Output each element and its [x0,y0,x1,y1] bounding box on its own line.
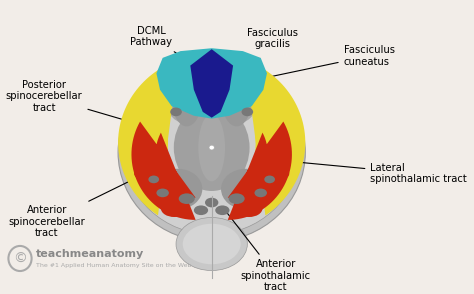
Ellipse shape [242,108,253,116]
Ellipse shape [153,169,202,209]
Text: Lateral
spinothalamic tract: Lateral spinothalamic tract [279,160,467,184]
Polygon shape [190,49,233,118]
Ellipse shape [125,70,299,234]
Ellipse shape [118,63,305,242]
Ellipse shape [194,206,208,215]
Ellipse shape [161,200,188,217]
Ellipse shape [134,168,150,179]
Ellipse shape [222,78,251,126]
Text: DCML
Pathway: DCML Pathway [130,26,205,72]
Text: Fasciculus
cuneatus: Fasciculus cuneatus [257,45,395,79]
Ellipse shape [174,104,250,191]
Ellipse shape [264,176,275,183]
Ellipse shape [255,188,267,197]
Ellipse shape [173,78,201,126]
Ellipse shape [209,145,214,150]
Ellipse shape [205,198,219,207]
Text: ©: © [13,251,27,265]
Ellipse shape [215,206,229,215]
Polygon shape [228,121,292,220]
Ellipse shape [156,188,169,197]
Ellipse shape [182,224,241,264]
Ellipse shape [170,108,182,116]
Polygon shape [156,48,267,119]
Text: Anterior
spinocerebellar
tract: Anterior spinocerebellar tract [9,181,131,238]
Text: Fasciculus
gracilis: Fasciculus gracilis [225,28,298,62]
Ellipse shape [176,218,247,270]
Ellipse shape [253,138,278,167]
Ellipse shape [146,138,171,167]
Polygon shape [248,66,305,216]
Polygon shape [118,66,175,216]
Ellipse shape [273,168,289,179]
Text: The #1 Applied Human Anatomy Site on the Web: The #1 Applied Human Anatomy Site on the… [36,263,191,268]
Text: Anterior
spinothalamic
tract: Anterior spinothalamic tract [227,213,311,293]
Ellipse shape [195,68,228,111]
Ellipse shape [148,176,159,183]
Polygon shape [131,121,196,220]
Text: teachmeanatomy: teachmeanatomy [36,249,144,259]
Ellipse shape [164,66,202,123]
Ellipse shape [221,169,270,209]
Ellipse shape [179,193,195,204]
Text: Posterior
spinocerebellar
tract: Posterior spinocerebellar tract [6,80,127,121]
Ellipse shape [221,66,259,123]
Ellipse shape [236,200,263,217]
Ellipse shape [228,193,245,204]
Ellipse shape [198,114,225,181]
